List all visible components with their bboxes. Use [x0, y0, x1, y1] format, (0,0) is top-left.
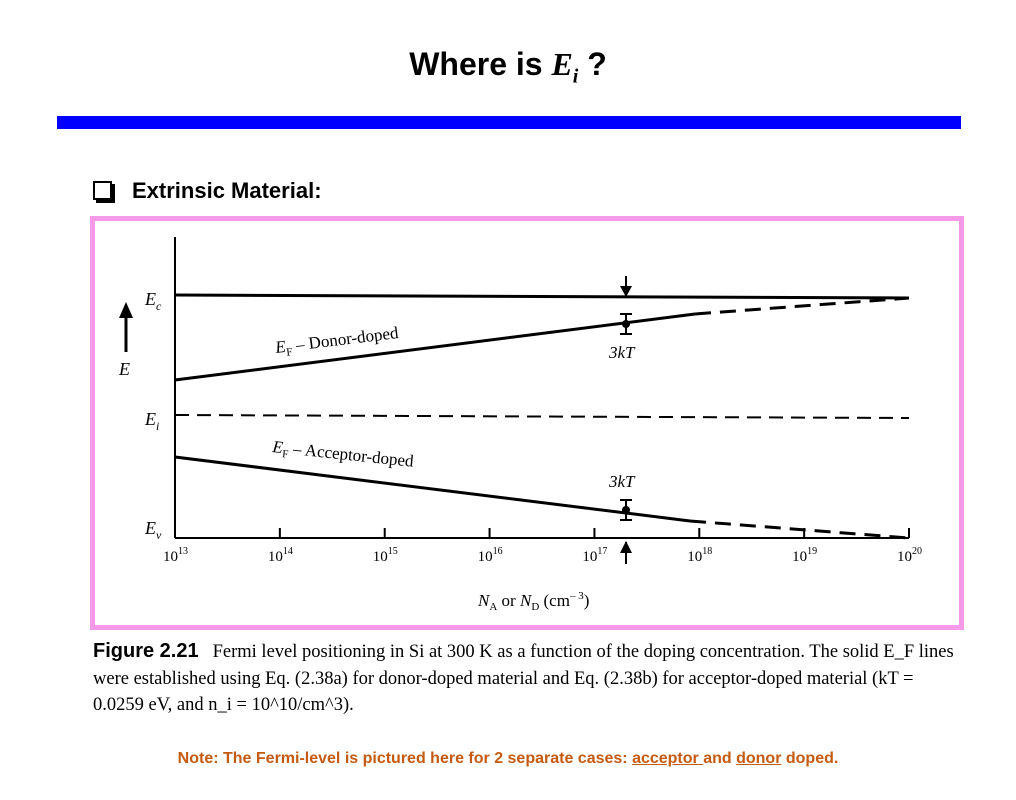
acceptor-3kt-label: 3kT — [608, 472, 636, 491]
x-tick-label: 1016 — [478, 546, 503, 565]
ec-level-line — [174, 293, 910, 300]
donor-marker-dot — [622, 320, 630, 328]
note-donor: donor — [736, 750, 782, 767]
ec-label: Ec — [144, 289, 162, 313]
top-arrow-head — [620, 286, 632, 297]
figure-caption: Figure 2.21 Fermi level positioning in Si… — [93, 638, 965, 719]
ei-level-line — [174, 414, 910, 419]
title-symbol: Ei — [551, 46, 579, 88]
x-tick-label: 1015 — [373, 546, 398, 565]
title-suffix: ? — [578, 46, 607, 82]
acceptor-ef-solid — [174, 455, 691, 523]
slide-note: Note: The Fermi-level is pictured here f… — [0, 750, 1016, 768]
figure-frame — [90, 216, 964, 630]
donor-ef-dashed — [694, 296, 910, 316]
caption-figure-label: Figure 2.21 — [93, 640, 199, 662]
x-axis-label: NA or ND (cm– 3) — [477, 590, 589, 613]
title-rule — [57, 116, 961, 129]
donor-ef-solid — [174, 312, 696, 382]
bottom-arrow-head — [620, 541, 632, 553]
slide-title: Where is Ei ? — [0, 46, 1016, 88]
bullet-item: Extrinsic Material: — [93, 176, 322, 206]
square-bullet-icon — [93, 180, 112, 200]
note-and: and — [703, 750, 737, 767]
ev-label: Ev — [144, 518, 162, 542]
energy-axis-label: E — [118, 359, 130, 379]
acceptor-ef-dashed — [689, 519, 910, 540]
x-tick-label: 1018 — [687, 546, 712, 565]
x-tick-label: 1014 — [268, 546, 293, 565]
x-tick-label: 1013 — [163, 546, 188, 565]
title-prefix: Where is — [409, 46, 552, 82]
note-acceptor: acceptor — [632, 750, 704, 767]
x-tick-label: 1020 — [897, 546, 922, 565]
x-tick-label: 1019 — [792, 546, 817, 565]
acceptor-marker-dot — [622, 506, 630, 514]
caption-text: Fermi level positioning in Si at 300 K a… — [93, 642, 954, 715]
energy-arrow-head — [119, 302, 133, 318]
ei-label: Ei — [144, 409, 159, 433]
acceptor-line-label: EF – Acceptor-doped — [270, 437, 415, 474]
note-suffix: doped. — [781, 750, 839, 767]
note-prefix: Note: The Fermi-level is pictured here f… — [177, 750, 633, 767]
donor-3kt-label: 3kT — [608, 343, 636, 362]
x-tick-label: 1017 — [582, 546, 607, 565]
bullet-text: Extrinsic Material: — [132, 178, 322, 203]
